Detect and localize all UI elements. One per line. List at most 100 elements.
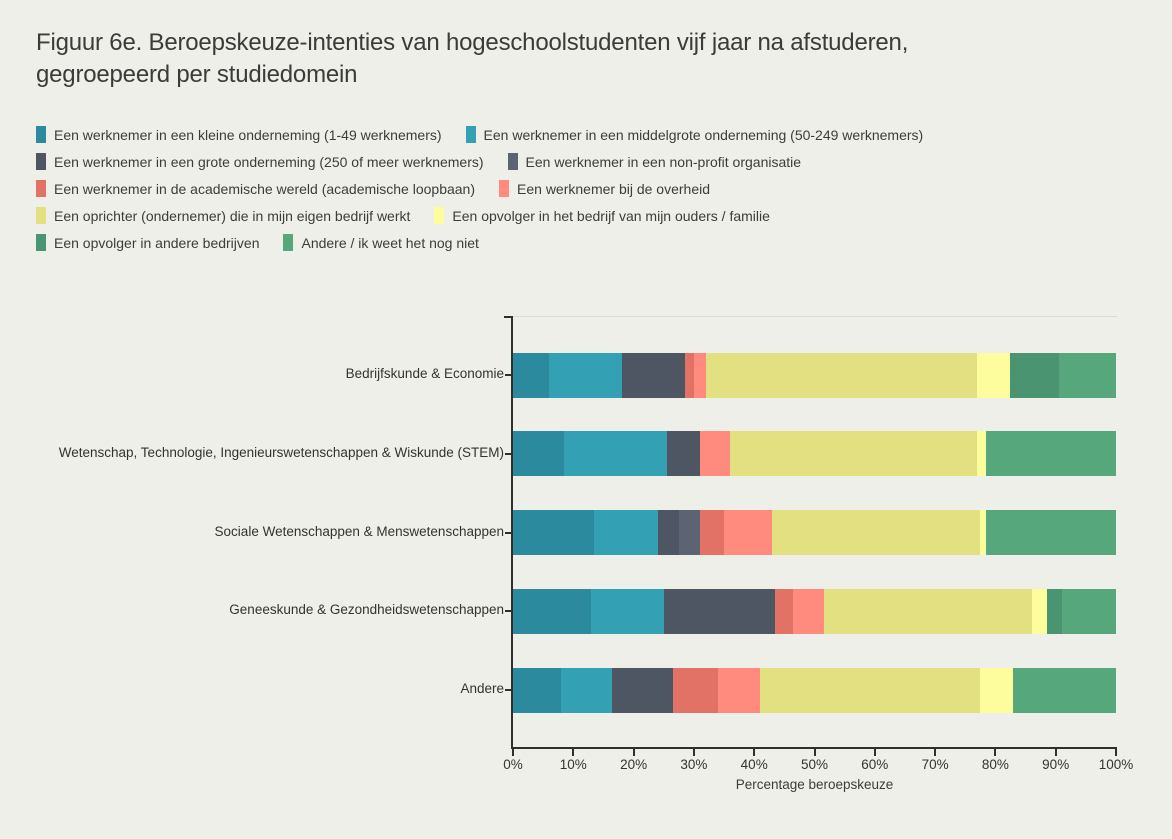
legend-label: Een oprichter (ondernemer) die in mijn e… [54, 207, 411, 224]
y-axis-line [511, 316, 513, 748]
bar-segment [718, 667, 761, 713]
x-axis-tick [873, 749, 876, 756]
bar-segment [775, 588, 794, 634]
bar-segment [1046, 588, 1062, 634]
legend-label: Andere / ik weet het nog niet [301, 234, 479, 251]
x-axis-line [511, 747, 1117, 749]
bar-segment [666, 431, 700, 477]
bar-segment [621, 352, 685, 398]
bar-segment [699, 510, 724, 555]
legend-label: Een werknemer in een non-profit organisa… [525, 153, 802, 170]
y-axis-tick [505, 531, 512, 534]
bar-segment [977, 352, 1011, 398]
bar-segment [693, 352, 706, 398]
legend-item: Een werknemer in de academische wereld (… [36, 180, 475, 197]
bar-segment [594, 510, 658, 555]
x-axis-tick [572, 749, 575, 756]
stacked-bar [513, 431, 1116, 477]
figure-title: Figuur 6e. Beroepskeuze-intenties van ho… [36, 27, 908, 91]
bar-segment [980, 667, 1014, 713]
legend-row: Een werknemer in de academische wereld (… [36, 180, 923, 197]
x-axis-tick-label: 90% [1042, 757, 1070, 772]
bar-segment [986, 510, 1116, 555]
x-axis-title: Percentage beroepskeuze [735, 777, 894, 792]
legend: Een werknemer in een kleine onderneming … [36, 126, 923, 251]
x-axis-tick [1115, 749, 1117, 756]
x-axis-tick-label: 20% [620, 757, 648, 772]
stacked-bar [513, 510, 1116, 555]
legend-swatch-icon [499, 180, 510, 197]
x-axis-tick-label: 40% [740, 757, 768, 772]
bar-segment [513, 588, 592, 634]
legend-swatch-icon [36, 234, 46, 251]
legend-label: Een werknemer in de academische wereld (… [54, 180, 476, 197]
bar-segment [678, 510, 700, 555]
legend-swatch-icon [36, 153, 46, 170]
bar-segment [705, 352, 978, 398]
bar-segment [1013, 667, 1116, 713]
legend-swatch-icon [283, 234, 294, 251]
stacked-bar [513, 667, 1116, 713]
bar-segment [663, 588, 776, 634]
bar-segment [1061, 588, 1116, 634]
legend-item: Een werknemer in een kleine onderneming … [36, 126, 442, 143]
category-label: Wetenschap, Technologie, Ingenieursweten… [58, 444, 504, 460]
bar-segment [730, 431, 978, 477]
category-label: Andere [460, 681, 504, 696]
legend-row: Een werknemer in een kleine onderneming … [36, 126, 923, 143]
bar-segment [513, 510, 595, 555]
legend-item: Een opvolger in het bedrijf van mijn oud… [434, 207, 770, 224]
legend-label: Een opvolger in het bedrijf van mijn oud… [452, 207, 770, 224]
x-axis-tick-label: 0% [503, 757, 523, 772]
bar-segment [612, 667, 673, 713]
legend-label: Een werknemer in een middelgrote onderne… [483, 126, 924, 143]
stacked-bar [513, 352, 1116, 398]
legend-item: Andere / ik weet het nog niet [283, 234, 479, 251]
bar-segment [1031, 588, 1047, 634]
legend-row: Een werknemer in een grote onderneming (… [36, 153, 923, 170]
legend-item: Een werknemer in een grote onderneming (… [36, 153, 484, 170]
bar-segment [591, 588, 664, 634]
bar-segment [513, 352, 550, 398]
figure-title-line2: gegroepeerd per studiedomein [36, 61, 358, 88]
x-axis-tick-label: 70% [921, 757, 949, 772]
x-axis-tick [813, 749, 816, 756]
bar-segment [980, 510, 987, 555]
category-label: Geneeskunde & Gezondheidswetenschappen [229, 602, 504, 618]
legend-swatch-icon [434, 207, 445, 224]
x-axis-tick [632, 749, 635, 756]
legend-label: Een werknemer bij de overheid [517, 180, 711, 197]
x-axis-tick [934, 749, 937, 756]
x-axis-tick [512, 749, 514, 756]
legend-label: Een opvolger in andere bedrijven [54, 234, 260, 251]
bar-segment [684, 352, 694, 398]
legend-label: Een werknemer in een kleine onderneming … [54, 126, 442, 143]
y-axis-tick [505, 610, 512, 613]
legend-label: Een werknemer in een grote onderneming (… [54, 153, 484, 170]
legend-item: Een werknemer in een middelgrote onderne… [465, 126, 924, 143]
bar-segment [1010, 352, 1059, 398]
x-axis-tick-label: 50% [800, 757, 829, 772]
legend-swatch-icon [36, 180, 46, 197]
bar-segment [672, 667, 718, 713]
stacked-bar [513, 588, 1116, 634]
y-axis-top-cap [504, 316, 513, 318]
x-axis-tick-label: 30% [680, 757, 708, 772]
bar-segment [564, 431, 667, 477]
x-axis-tick [1054, 749, 1057, 756]
x-axis-tick [753, 749, 756, 756]
bar-segment [760, 667, 981, 713]
y-axis-tick [505, 689, 512, 691]
bar-segment [549, 352, 622, 398]
legend-item: Een werknemer in een non-profit organisa… [507, 153, 802, 170]
legend-row: Een opvolger in andere bedrijven Andere /… [36, 234, 923, 251]
bar-segment [513, 667, 562, 713]
legend-swatch-icon [507, 153, 518, 170]
bar-segment [561, 667, 613, 713]
legend-swatch-icon [36, 207, 46, 224]
x-axis-tick [994, 749, 997, 756]
plot-top-border [513, 316, 1117, 317]
bar-segment [513, 431, 565, 477]
x-axis-tick-label: 80% [981, 757, 1009, 772]
legend-row: Een oprichter (ondernemer) die in mijn e… [36, 207, 923, 224]
